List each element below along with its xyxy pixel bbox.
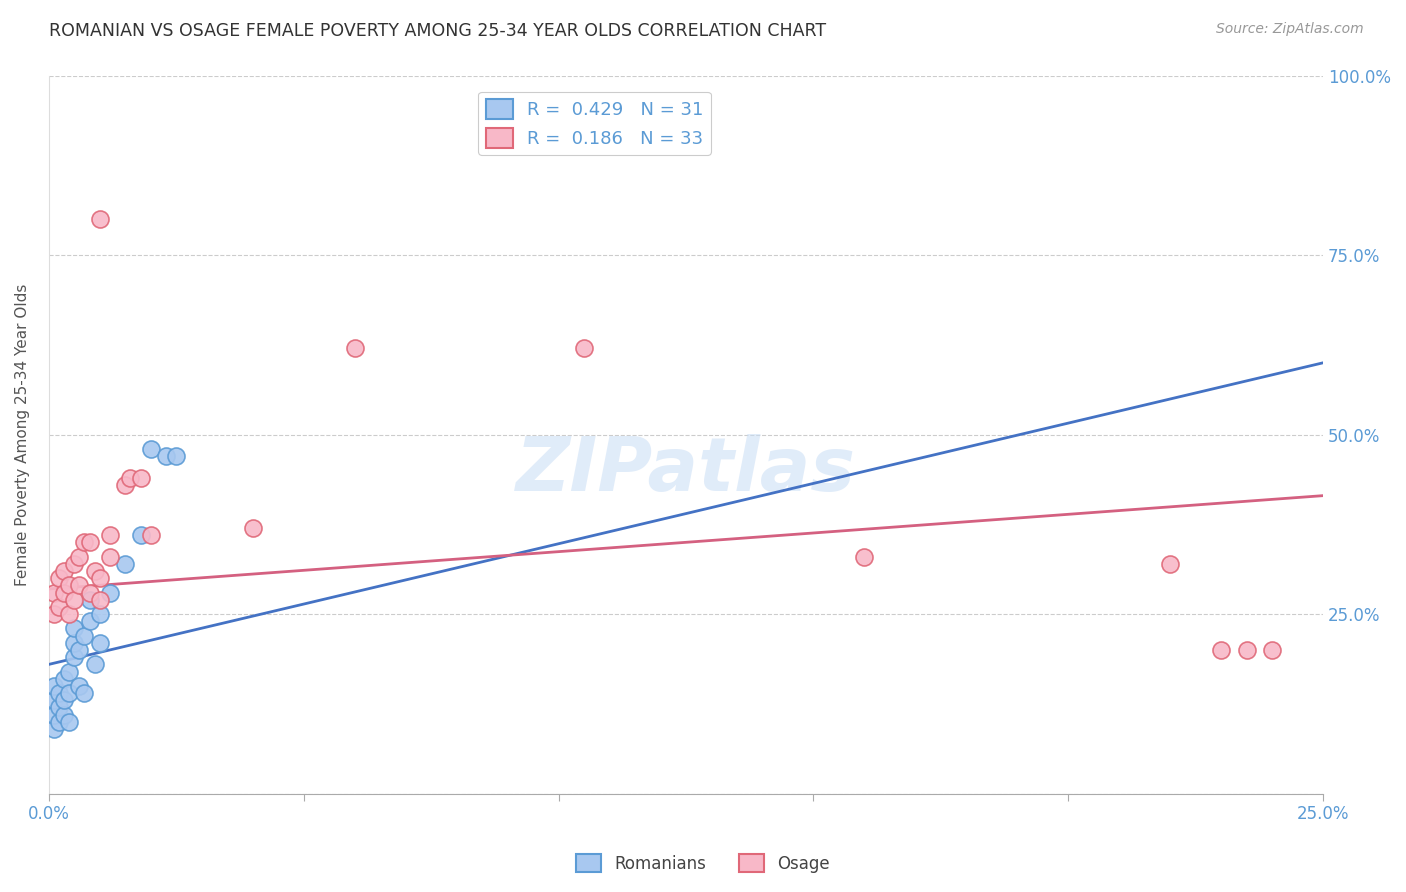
Point <box>58 607 80 621</box>
Point <box>63 650 86 665</box>
Point <box>48 571 70 585</box>
Point <box>1159 557 1181 571</box>
Point <box>63 592 86 607</box>
Point <box>79 592 101 607</box>
Point <box>42 693 65 707</box>
Point <box>89 592 111 607</box>
Point <box>42 707 65 722</box>
Point <box>98 528 121 542</box>
Legend: Romanians, Osage: Romanians, Osage <box>569 847 837 880</box>
Point <box>139 528 162 542</box>
Point <box>48 686 70 700</box>
Point <box>165 449 187 463</box>
Point <box>42 607 65 621</box>
Legend: R =  0.429   N = 31, R =  0.186   N = 33: R = 0.429 N = 31, R = 0.186 N = 33 <box>478 92 710 155</box>
Point <box>155 449 177 463</box>
Point <box>53 672 76 686</box>
Point <box>63 622 86 636</box>
Point <box>53 564 76 578</box>
Point <box>139 442 162 456</box>
Point <box>67 643 90 657</box>
Text: ZIPatlas: ZIPatlas <box>516 434 856 507</box>
Point <box>129 528 152 542</box>
Point <box>58 686 80 700</box>
Point <box>242 521 264 535</box>
Point <box>79 615 101 629</box>
Y-axis label: Female Poverty Among 25-34 Year Olds: Female Poverty Among 25-34 Year Olds <box>15 284 30 586</box>
Point <box>98 549 121 564</box>
Point <box>114 557 136 571</box>
Point <box>63 636 86 650</box>
Text: Source: ZipAtlas.com: Source: ZipAtlas.com <box>1216 22 1364 37</box>
Point <box>67 679 90 693</box>
Point <box>1236 643 1258 657</box>
Point <box>42 722 65 736</box>
Point <box>83 564 105 578</box>
Point <box>129 471 152 485</box>
Point <box>48 599 70 614</box>
Point <box>53 693 76 707</box>
Point <box>343 342 366 356</box>
Point <box>853 549 876 564</box>
Point <box>58 665 80 679</box>
Point <box>58 714 80 729</box>
Text: ROMANIAN VS OSAGE FEMALE POVERTY AMONG 25-34 YEAR OLDS CORRELATION CHART: ROMANIAN VS OSAGE FEMALE POVERTY AMONG 2… <box>49 22 827 40</box>
Point <box>73 686 96 700</box>
Point <box>42 679 65 693</box>
Point <box>89 607 111 621</box>
Point <box>67 549 90 564</box>
Point <box>58 578 80 592</box>
Point <box>53 707 76 722</box>
Point <box>83 657 105 672</box>
Point <box>48 714 70 729</box>
Point <box>572 342 595 356</box>
Point <box>79 535 101 549</box>
Point <box>48 700 70 714</box>
Point <box>120 471 142 485</box>
Point <box>1261 643 1284 657</box>
Point <box>73 629 96 643</box>
Point <box>114 478 136 492</box>
Point <box>73 535 96 549</box>
Point <box>89 571 111 585</box>
Point <box>79 585 101 599</box>
Point <box>89 636 111 650</box>
Point <box>63 557 86 571</box>
Point <box>67 578 90 592</box>
Point <box>42 585 65 599</box>
Point <box>98 585 121 599</box>
Point <box>53 585 76 599</box>
Point <box>1211 643 1233 657</box>
Point <box>89 212 111 227</box>
